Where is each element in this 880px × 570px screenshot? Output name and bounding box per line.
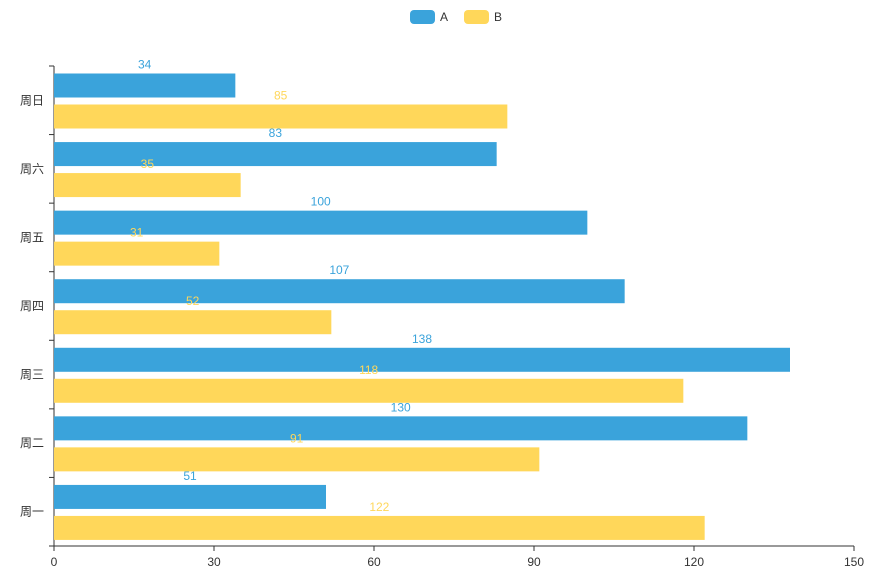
bar-value-label-a: 51 (183, 469, 197, 483)
x-tick-label: 120 (684, 555, 704, 569)
bar-b (54, 447, 540, 472)
legend-item-a[interactable]: A (410, 10, 448, 24)
x-tick-label: 150 (844, 555, 864, 569)
x-tick-label: 90 (527, 555, 541, 569)
x-tick-label: 60 (367, 555, 381, 569)
bar-value-label-b: 35 (141, 157, 155, 171)
bar-value-label-a: 138 (412, 332, 432, 346)
legend-swatch-b (464, 10, 490, 24)
bar-b (54, 241, 220, 266)
bar-value-label-b: 52 (186, 294, 200, 308)
bar-value-label-b: 122 (369, 500, 389, 514)
bar-value-label-b: 118 (359, 363, 378, 377)
bar-value-label-a: 100 (311, 195, 331, 209)
y-tick-label: 周三 (20, 368, 44, 382)
bar-b (54, 173, 241, 198)
x-tick-label: 30 (207, 555, 221, 569)
bar-value-label-a: 83 (269, 126, 283, 140)
y-tick-label: 周六 (20, 162, 44, 176)
chart-legend: A B (410, 10, 502, 24)
bar-value-label-a: 130 (391, 400, 411, 414)
x-tick-label: 0 (51, 555, 58, 569)
legend-item-b[interactable]: B (464, 10, 502, 24)
bar-a (54, 416, 748, 441)
bar-a (54, 347, 790, 372)
bar-value-label-a: 107 (329, 263, 349, 277)
legend-label-b: B (494, 10, 503, 24)
bar-value-label-a: 34 (138, 58, 152, 72)
bar-b (54, 310, 332, 335)
bar-value-label-b: 91 (290, 431, 304, 445)
bar-value-label-b: 31 (130, 226, 144, 240)
y-tick-label: 周一 (20, 505, 44, 519)
bar-value-label-b: 85 (274, 89, 288, 103)
y-tick-label: 周二 (20, 436, 44, 450)
y-tick-label: 周日 (20, 93, 44, 107)
bar-b (54, 515, 705, 540)
bar-b (54, 378, 684, 403)
y-tick-label: 周四 (20, 299, 44, 313)
bar-a (54, 279, 625, 304)
bar-b (54, 104, 508, 129)
y-tick-label: 周五 (20, 230, 44, 244)
bar-a (54, 142, 497, 167)
legend-swatch-a (410, 10, 435, 24)
bar-a (54, 210, 588, 235)
bar-a (54, 484, 326, 509)
legend-label-a: A (440, 10, 449, 24)
bar-a (54, 73, 236, 98)
